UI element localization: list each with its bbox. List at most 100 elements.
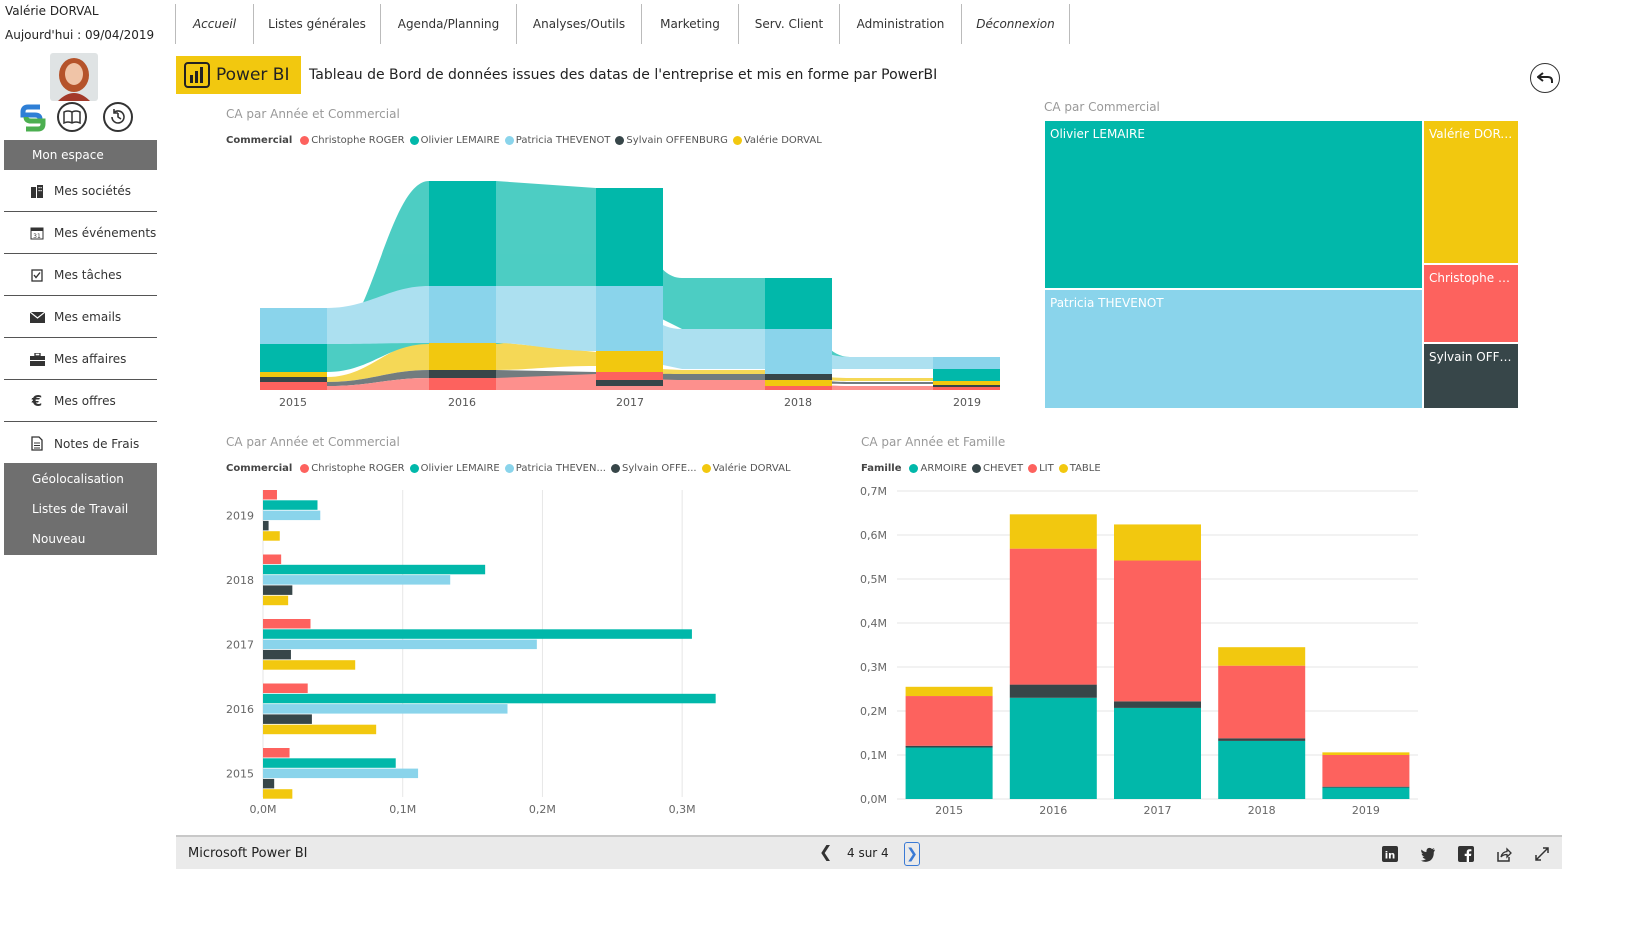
column-segment[interactable]: [1218, 647, 1306, 666]
column-segment[interactable]: [1218, 665, 1306, 739]
ribbon-bar[interactable]: [260, 382, 327, 390]
book-icon[interactable]: [57, 102, 87, 132]
legend-item[interactable]: Olivier LEMAIRE: [409, 135, 500, 146]
column-segment[interactable]: [1322, 755, 1410, 787]
ribbon-bar[interactable]: [765, 380, 832, 386]
legend-item[interactable]: Valérie DORVAL: [732, 135, 822, 146]
ribbon-bar[interactable]: [429, 343, 496, 370]
ribbon-bar[interactable]: [596, 372, 663, 380]
bar[interactable]: [263, 748, 290, 758]
legend-item[interactable]: Sylvain OFFENBURG: [615, 135, 728, 146]
bar[interactable]: [263, 500, 318, 510]
ribbon-bar[interactable]: [260, 344, 327, 372]
treemap-cell-sylvain[interactable]: Sylvain OFFE...: [1423, 343, 1519, 409]
sidebar-item-geolocalisation[interactable]: Géolocalisation: [32, 472, 124, 486]
column-segment[interactable]: [1009, 548, 1097, 685]
bar[interactable]: [263, 724, 377, 735]
bar[interactable]: [263, 510, 321, 521]
ribbon-bar[interactable]: [933, 369, 1000, 381]
ribbon-bar[interactable]: [429, 378, 496, 390]
column-segment[interactable]: [905, 747, 993, 799]
twitter-icon[interactable]: [1420, 846, 1436, 862]
tab-listes-generales[interactable]: Listes générales: [253, 4, 380, 44]
facebook-icon[interactable]: [1458, 846, 1474, 862]
ribbon-bar[interactable]: [596, 188, 663, 286]
column-segment[interactable]: [1114, 707, 1201, 799]
ribbon-bar[interactable]: [429, 286, 496, 343]
bar[interactable]: [263, 595, 289, 606]
legend-item[interactable]: Patricia THEVENOT: [504, 135, 610, 146]
sidebar-item-emails[interactable]: Mes emails: [4, 297, 157, 338]
linkedin-icon[interactable]: in: [1382, 846, 1398, 862]
column-segment[interactable]: [1114, 701, 1201, 708]
sidebar-item-nouveau[interactable]: Nouveau: [32, 532, 86, 546]
next-page-button[interactable]: ❯: [904, 842, 920, 866]
tab-accueil[interactable]: Accueil: [175, 4, 253, 44]
legend-item[interactable]: CHEVET: [972, 463, 1023, 474]
ribbon-bar[interactable]: [933, 385, 1000, 387]
sidebar-item-affaires[interactable]: Mes affaires: [4, 339, 157, 380]
ribbon-bar[interactable]: [933, 357, 1000, 369]
legend-item[interactable]: LIT: [1028, 463, 1054, 474]
ribbon-bar[interactable]: [765, 329, 832, 374]
bar[interactable]: [263, 639, 537, 650]
column-segment[interactable]: [1009, 514, 1097, 549]
column-segment[interactable]: [905, 745, 993, 748]
legend-item[interactable]: Patricia THEVEN...: [504, 463, 606, 474]
column-segment[interactable]: [1218, 740, 1306, 799]
bar[interactable]: [263, 490, 277, 500]
bar[interactable]: [263, 768, 419, 779]
fullscreen-icon[interactable]: [1534, 846, 1550, 862]
column-segment[interactable]: [1218, 738, 1306, 741]
column-segment[interactable]: [1322, 786, 1410, 788]
bar[interactable]: [263, 554, 282, 565]
ribbon-bar[interactable]: [260, 308, 327, 344]
previous-page-button[interactable]: ❮: [819, 842, 833, 861]
legend-item[interactable]: Christophe ROGER: [300, 463, 405, 474]
tab-administration[interactable]: Administration: [839, 4, 961, 44]
column-segment[interactable]: [1322, 787, 1410, 799]
tab-marketing[interactable]: Marketing: [641, 4, 738, 44]
sidebar-item-notes-de-frais[interactable]: Notes de Frais: [4, 423, 157, 464]
tab-agenda-planning[interactable]: Agenda/Planning: [380, 4, 516, 44]
bar[interactable]: [263, 789, 293, 799]
ribbon-bar[interactable]: [933, 387, 1000, 390]
bar[interactable]: [263, 693, 716, 704]
bar[interactable]: [263, 520, 269, 531]
bar[interactable]: [263, 683, 308, 694]
bar[interactable]: [263, 585, 293, 595]
column-segment[interactable]: [1322, 752, 1410, 755]
sidebar-item-evenements[interactable]: 31 Mes événements: [4, 213, 157, 254]
ribbon-bar[interactable]: [765, 386, 832, 390]
tab-analyses-outils[interactable]: Analyses/Outils: [516, 4, 641, 44]
bar[interactable]: [263, 619, 311, 629]
app-logo-icon[interactable]: [20, 104, 46, 132]
ribbon-bar[interactable]: [429, 181, 496, 286]
bar[interactable]: [263, 531, 280, 541]
bar[interactable]: [263, 660, 356, 670]
ribbon-bar[interactable]: [260, 372, 327, 377]
bar[interactable]: [263, 778, 275, 789]
treemap-cell-patricia[interactable]: Patricia THEVENOT: [1044, 289, 1423, 409]
ribbon-bar[interactable]: [260, 377, 327, 382]
share-icon[interactable]: [1496, 846, 1512, 862]
legend-item[interactable]: TABLE: [1058, 463, 1101, 474]
tab-serv-client[interactable]: Serv. Client: [738, 4, 839, 44]
legend-item[interactable]: Christophe ROGER: [300, 135, 405, 146]
bar[interactable]: [263, 575, 451, 585]
ribbon-bar[interactable]: [596, 351, 663, 372]
sidebar-item-societes[interactable]: Mes sociétés: [4, 171, 157, 212]
legend-item[interactable]: Sylvain OFFE...: [610, 463, 697, 474]
ribbon-bar[interactable]: [429, 370, 496, 378]
ribbon-bar[interactable]: [765, 278, 832, 329]
sidebar-item-offres[interactable]: € Mes offres: [4, 381, 157, 422]
column-segment[interactable]: [1114, 524, 1201, 561]
legend-item[interactable]: ARMOIRE: [909, 463, 967, 474]
column-segment[interactable]: [1009, 697, 1097, 799]
sidebar-item-taches[interactable]: Mes tâches: [4, 255, 157, 296]
column-segment[interactable]: [1114, 560, 1201, 702]
ribbon-bar[interactable]: [765, 374, 832, 380]
bar[interactable]: [263, 629, 692, 639]
treemap-cell-valerie[interactable]: Valérie DORV...: [1423, 120, 1519, 264]
ribbon-chart[interactable]: 2015 2016 2017 2018 2019: [250, 170, 1010, 415]
